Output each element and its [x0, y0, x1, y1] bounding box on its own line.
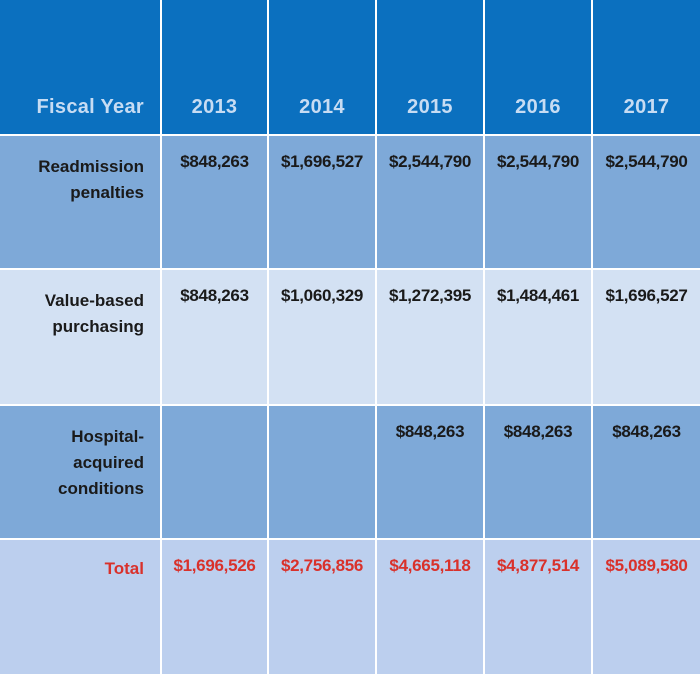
year-2014-label: 2014 [299, 96, 345, 118]
row-label-line: penalties [70, 183, 144, 202]
value-cell: $848,263 [591, 404, 700, 538]
header-cell-year: 2014 [267, 0, 375, 134]
value-2015: $2,544,790 [388, 152, 472, 171]
row-label: Value-based purchasing [45, 288, 144, 340]
total-2016: $4,877,514 [496, 556, 580, 575]
value-2017: $2,544,790 [605, 152, 688, 171]
value-cell: $1,696,527 [591, 268, 700, 404]
value-cell: $1,696,526 [160, 538, 267, 674]
row-label: Readmission penalties [38, 154, 144, 206]
value-2013: $848,263 [180, 152, 249, 171]
value-2015: $1,272,395 [388, 286, 472, 305]
year-2013-label: 2013 [191, 96, 238, 118]
row-label-line: Hospital- [71, 427, 144, 446]
value-cell: $848,263 [160, 134, 267, 268]
row-label-line: conditions [58, 479, 144, 498]
value-cell: $1,696,527 [267, 134, 375, 268]
value-2016: $848,263 [503, 422, 573, 441]
row-label-line: acquired [73, 453, 144, 472]
value-2015: $848,263 [395, 422, 465, 441]
fiscal-year-label: Fiscal Year [36, 96, 144, 118]
row-label-line: Readmission [38, 157, 144, 176]
row-label-cell: Hospital- acquired conditions [0, 404, 160, 538]
value-2016: $1,484,461 [496, 286, 580, 305]
value-cell [160, 404, 267, 538]
value-2014: $1,060,329 [280, 286, 364, 305]
year-2016-label: 2016 [515, 96, 561, 118]
value-cell: $2,544,790 [483, 134, 591, 268]
value-cell: $1,272,395 [375, 268, 483, 404]
value-cell: $1,484,461 [483, 268, 591, 404]
value-cell: $2,544,790 [375, 134, 483, 268]
value-2016: $2,544,790 [496, 152, 580, 171]
total-label: Total [104, 559, 144, 578]
value-2013: $848,263 [180, 286, 249, 305]
total-2014: $2,756,856 [280, 556, 364, 575]
value-cell: $5,089,580 [591, 538, 700, 674]
row-label-cell: Total [0, 538, 160, 674]
value-cell: $4,665,118 [375, 538, 483, 674]
header-cell-year: 2017 [591, 0, 700, 134]
value-cell: $848,263 [483, 404, 591, 538]
value-cell: $848,263 [160, 268, 267, 404]
header-cell-fiscal-year: Fiscal Year [0, 0, 160, 134]
value-cell: $2,756,856 [267, 538, 375, 674]
header-cell-year: 2013 [160, 0, 267, 134]
value-cell: $1,060,329 [267, 268, 375, 404]
year-2015-label: 2015 [407, 96, 453, 118]
value-2017: $848,263 [612, 422, 681, 441]
value-cell: $4,877,514 [483, 538, 591, 674]
value-2017: $1,696,527 [605, 286, 688, 305]
value-cell [267, 404, 375, 538]
value-cell: $2,544,790 [591, 134, 700, 268]
value-2014: $1,696,527 [280, 152, 364, 171]
value-cell: $848,263 [375, 404, 483, 538]
year-2017-label: 2017 [623, 96, 670, 118]
total-2013: $1,696,526 [173, 556, 256, 575]
row-label-cell: Value-based purchasing [0, 268, 160, 404]
row-label-line: purchasing [52, 317, 144, 336]
total-2017: $5,089,580 [605, 556, 688, 575]
total-2015: $4,665,118 [389, 556, 471, 575]
header-cell-year: 2015 [375, 0, 483, 134]
row-label-line: Value-based [44, 291, 144, 310]
row-label-cell: Readmission penalties [0, 134, 160, 268]
header-cell-year: 2016 [483, 0, 591, 134]
row-label: Hospital- acquired conditions [58, 424, 144, 502]
